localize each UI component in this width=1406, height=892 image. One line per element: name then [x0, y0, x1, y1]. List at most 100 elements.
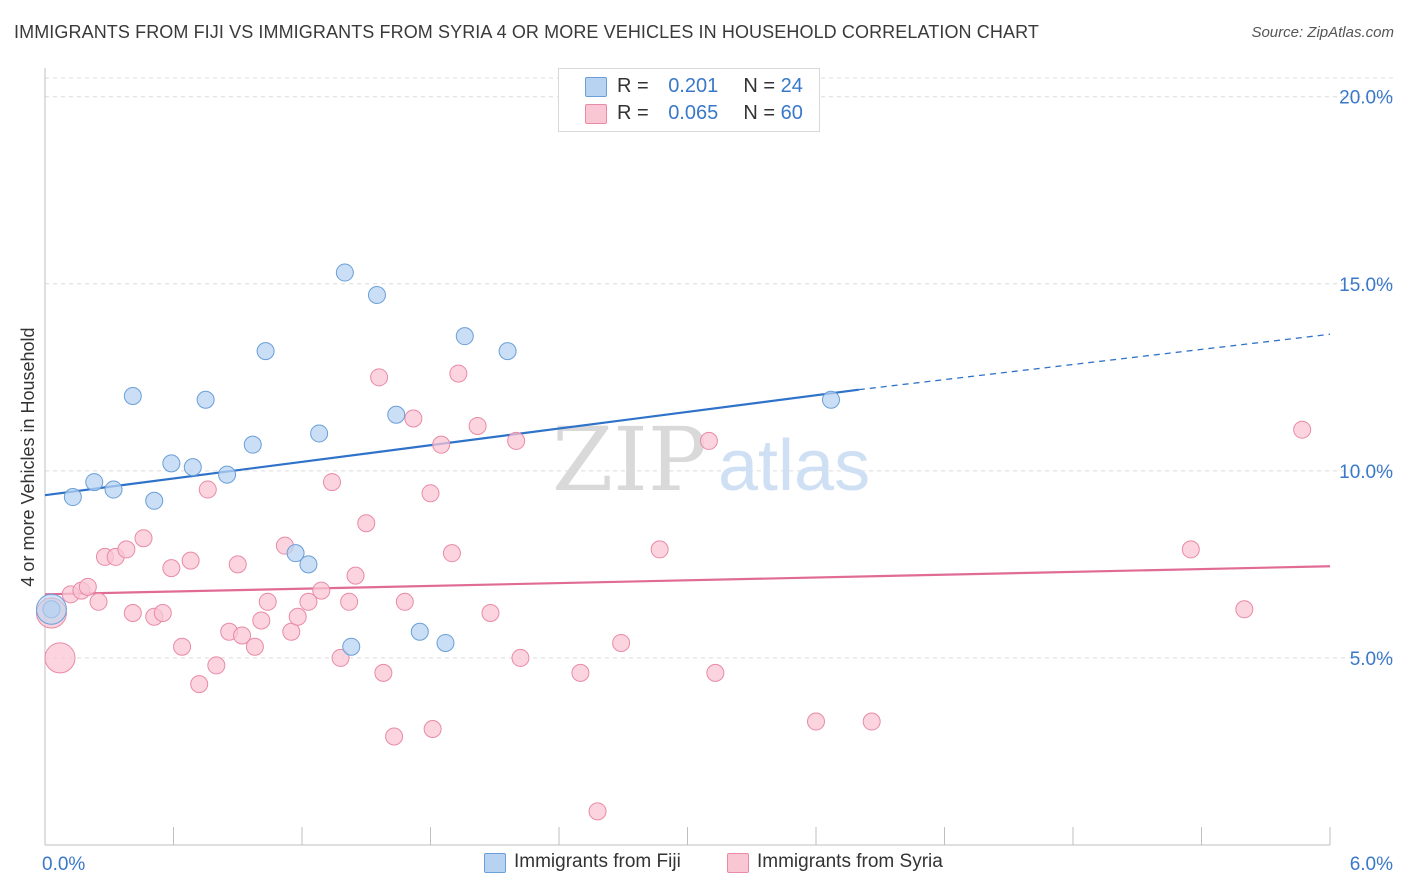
point-fiji — [85, 473, 104, 492]
point-syria — [123, 604, 142, 623]
point-syria — [511, 648, 530, 667]
trend-lines — [44, 333, 1331, 596]
point-fiji — [310, 424, 329, 443]
point-syria — [228, 555, 247, 574]
point-syria — [442, 544, 461, 563]
point-syria — [207, 656, 226, 675]
point-fiji — [256, 342, 275, 361]
point-fiji — [455, 327, 474, 346]
point-fiji — [218, 465, 237, 484]
point-syria — [346, 566, 365, 585]
point-fiji — [196, 390, 215, 409]
point-fiji — [367, 286, 386, 305]
point-syria — [258, 592, 277, 611]
point-syria — [1293, 420, 1312, 439]
point-fiji — [35, 593, 67, 625]
gridlines — [45, 77, 1395, 659]
trend-line-fiji-extension — [858, 333, 1331, 391]
point-syria — [404, 409, 423, 428]
point-fiji — [286, 544, 305, 563]
y-tick-label: 15.0% — [1339, 275, 1393, 296]
point-syria — [331, 648, 350, 667]
data-points — [35, 263, 1312, 821]
point-fiji — [821, 390, 840, 409]
point-syria — [650, 540, 669, 559]
point-syria — [706, 663, 725, 682]
point-syria — [395, 592, 414, 611]
point-syria — [198, 480, 217, 499]
legend-n-label: N = — [743, 75, 776, 97]
point-syria — [282, 622, 301, 641]
legend-swatch-fiji — [585, 77, 607, 97]
source-credit: Source: ZipAtlas.com — [1251, 24, 1394, 41]
point-syria — [1235, 600, 1254, 619]
point-fiji — [162, 454, 181, 473]
point-fiji — [387, 405, 406, 424]
point-syria — [190, 675, 209, 694]
bottom-legend-swatch-fiji — [484, 853, 506, 873]
legend-n-value-fiji: 24 — [780, 75, 803, 97]
point-syria — [449, 364, 468, 383]
bottom-legend-label-fiji: Immigrants from Fiji — [514, 851, 681, 872]
point-syria — [1181, 540, 1200, 559]
y-axis-label: 4 or more Vehicles in Household — [18, 327, 38, 586]
point-syria — [252, 611, 271, 630]
point-syria — [134, 529, 153, 548]
point-syria — [117, 540, 136, 559]
point-syria — [432, 435, 451, 454]
tick-labels: 5.0% 10.0% 15.0% 20.0% 0.0% 6.0% — [42, 88, 1393, 875]
point-fiji — [183, 458, 202, 477]
point-fiji — [342, 637, 361, 656]
point-syria — [44, 642, 76, 674]
point-syria — [357, 514, 376, 533]
point-syria — [468, 416, 487, 435]
point-fiji — [123, 387, 142, 406]
point-syria — [312, 581, 331, 600]
point-syria — [807, 712, 825, 731]
legend-n-label: N = — [743, 102, 776, 124]
point-fiji — [145, 491, 164, 510]
legend-r-value-syria: 0.065 — [668, 102, 719, 124]
watermark-atlas: atlas — [718, 426, 870, 506]
point-syria — [862, 712, 881, 731]
trend-line-syria — [44, 565, 1331, 596]
point-syria — [423, 720, 442, 739]
legend-n-value-syria: 60 — [780, 102, 803, 124]
point-syria — [181, 551, 200, 570]
x-tick-label: 6.0% — [1350, 854, 1393, 875]
point-syria — [340, 592, 359, 611]
legend-swatch-syria — [585, 104, 607, 124]
point-fiji — [436, 633, 455, 652]
watermark-zip: ZIP — [552, 408, 707, 511]
point-syria — [245, 637, 264, 656]
axes — [44, 68, 1331, 846]
point-syria — [588, 802, 607, 821]
point-fiji — [410, 622, 429, 641]
point-syria — [385, 727, 404, 746]
point-syria — [299, 592, 318, 611]
point-syria — [153, 604, 172, 623]
point-syria — [374, 663, 393, 682]
point-syria — [78, 577, 97, 596]
y-tick-label: 5.0% — [1350, 649, 1393, 670]
point-fiji — [299, 555, 318, 574]
point-syria — [612, 633, 631, 652]
point-syria — [571, 663, 590, 682]
y-tick-label: 20.0% — [1339, 88, 1393, 109]
chart-title: IMMIGRANTS FROM FIJI VS IMMIGRANTS FROM … — [14, 22, 1039, 42]
point-syria — [173, 637, 192, 656]
point-syria — [421, 484, 440, 503]
point-syria — [162, 559, 181, 578]
x-tick-label: 0.0% — [42, 854, 85, 875]
point-syria — [370, 368, 389, 387]
point-fiji — [498, 342, 517, 361]
correlation-legend: R = 0.201 N = 24 R = 0.065 N = 60 — [558, 68, 820, 132]
point-syria — [233, 626, 252, 645]
point-syria — [89, 592, 108, 611]
point-syria — [699, 431, 718, 450]
bottom-legend-swatch-syria — [727, 853, 749, 873]
point-fiji — [63, 488, 82, 507]
bottom-legend-label-syria: Immigrants from Syria — [757, 851, 943, 872]
point-syria — [481, 604, 500, 623]
